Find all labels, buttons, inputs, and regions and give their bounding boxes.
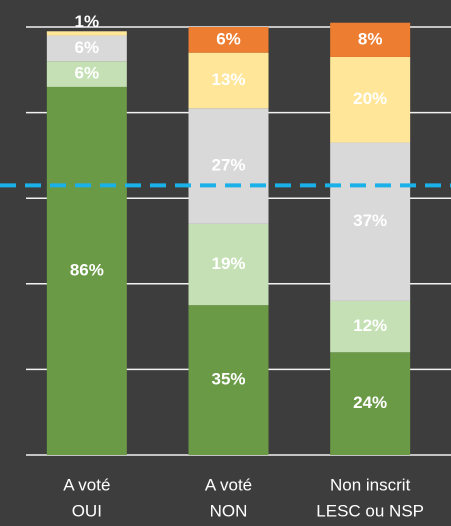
value-label: 6% — [75, 38, 100, 57]
value-label: 37% — [353, 211, 387, 230]
x-tick-label: LESC ou NSP — [316, 501, 424, 520]
x-tick-label: NON — [210, 501, 248, 520]
bar-segment — [330, 56, 411, 143]
x-tick-label: Non inscrit — [330, 475, 411, 494]
value-label: 13% — [211, 70, 245, 89]
x-tick-label: A voté — [63, 475, 110, 494]
x-tick-label: A voté — [205, 475, 252, 494]
bar-segment — [330, 142, 411, 301]
value-label: 6% — [216, 29, 241, 48]
bar-segment — [330, 22, 411, 57]
bar-segment — [188, 52, 269, 109]
bar-segment — [46, 35, 127, 62]
value-label: 19% — [211, 254, 245, 273]
bar-segment — [330, 300, 411, 353]
value-label: 6% — [75, 64, 100, 83]
bar-segment — [46, 31, 127, 36]
bar-segment — [46, 86, 127, 456]
value-label: 86% — [70, 260, 104, 279]
bar-segment — [188, 108, 269, 224]
bar-segment — [188, 305, 269, 455]
value-label: 35% — [211, 370, 245, 389]
value-label: 20% — [353, 89, 387, 108]
value-label: 12% — [353, 316, 387, 335]
x-tick-label: OUI — [72, 501, 102, 520]
value-label: 24% — [353, 393, 387, 412]
bar-segment — [46, 61, 127, 87]
bar-segment — [188, 27, 269, 53]
bar-segment — [330, 352, 411, 455]
value-label: 8% — [358, 29, 383, 48]
value-label: 27% — [211, 156, 245, 175]
bar-segment — [188, 223, 269, 306]
value-label: 1% — [75, 12, 100, 31]
